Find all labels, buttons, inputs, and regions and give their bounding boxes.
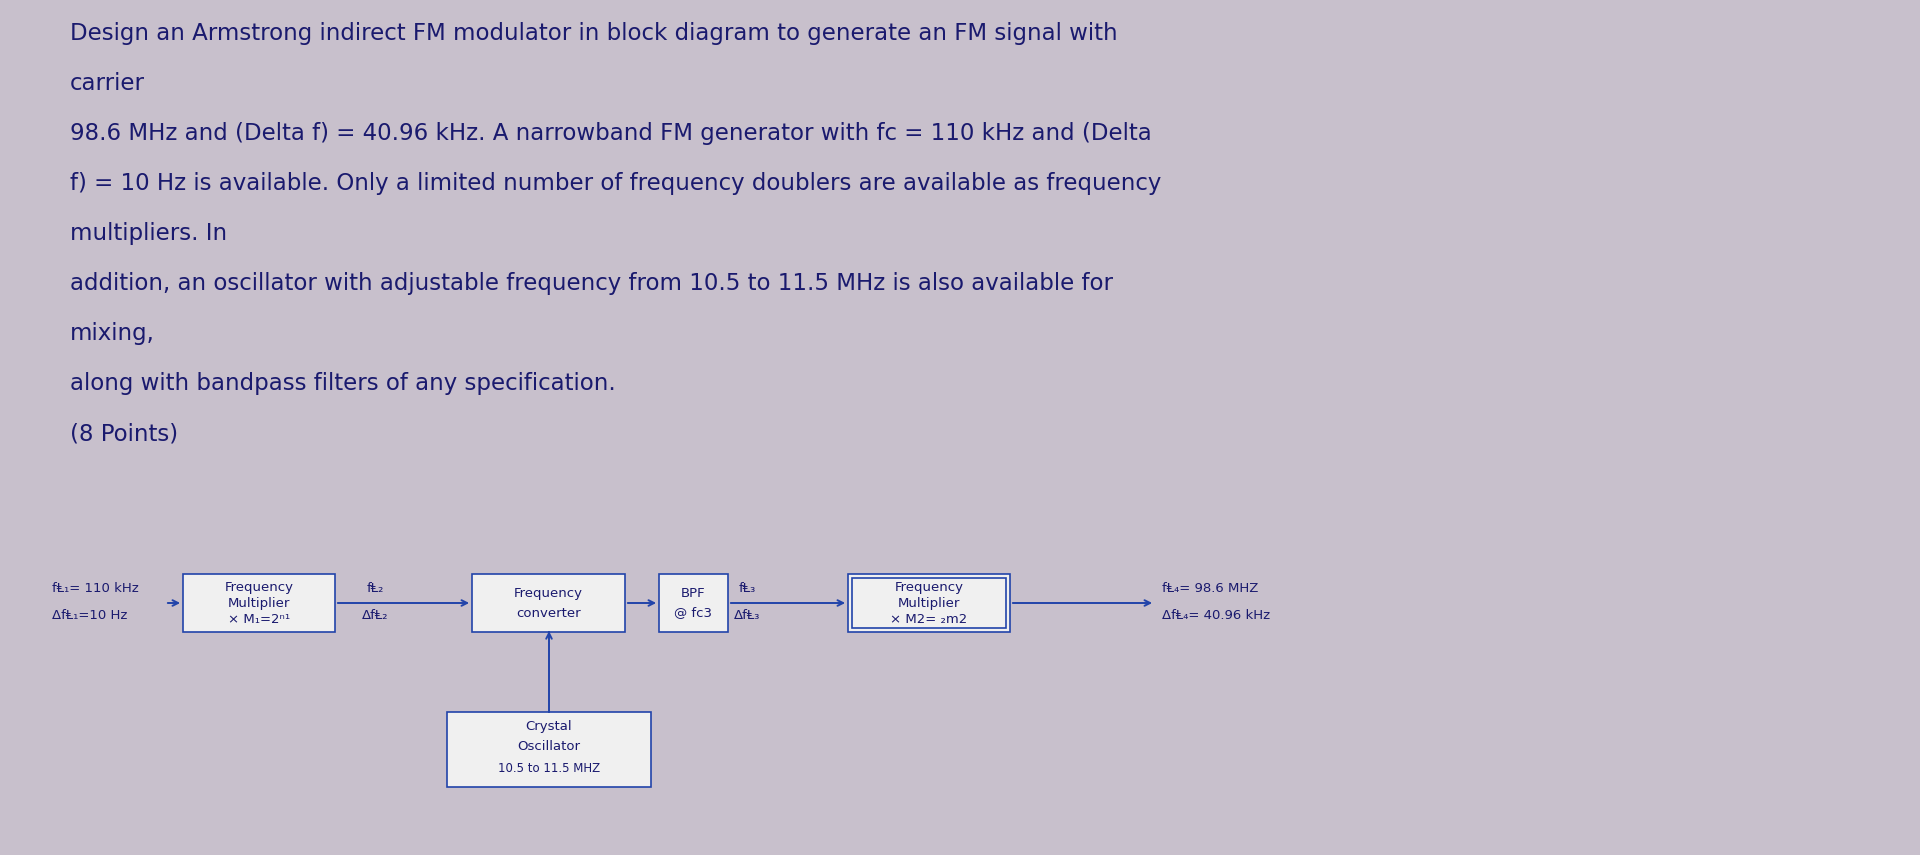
Text: fⱠ₄= 98.6 MHZ: fⱠ₄= 98.6 MHZ xyxy=(1162,581,1258,594)
Text: ΔfⱠ₄= 40.96 kHz: ΔfⱠ₄= 40.96 kHz xyxy=(1162,609,1271,622)
Text: BPF: BPF xyxy=(682,587,707,599)
Text: @ fc3: @ fc3 xyxy=(674,606,712,620)
Text: × M₁=2ⁿ¹: × M₁=2ⁿ¹ xyxy=(228,612,290,626)
Text: Crystal: Crystal xyxy=(526,720,572,733)
Text: ΔfⱠ₁=10 Hz: ΔfⱠ₁=10 Hz xyxy=(52,609,127,622)
Text: Design an Armstrong indirect FM modulator in block diagram to generate an FM sig: Design an Armstrong indirect FM modulato… xyxy=(69,22,1117,45)
Bar xyxy=(659,574,728,632)
Text: Frequency: Frequency xyxy=(515,587,584,599)
Text: along with bandpass filters of any specification.: along with bandpass filters of any speci… xyxy=(69,372,616,395)
Text: addition, an oscillator with adjustable frequency from 10.5 to 11.5 MHz is also : addition, an oscillator with adjustable … xyxy=(69,272,1114,295)
Text: 10.5 to 11.5 MHZ: 10.5 to 11.5 MHZ xyxy=(497,762,601,775)
Bar xyxy=(447,712,651,787)
Text: Oscillator: Oscillator xyxy=(518,740,580,752)
Text: Frequency: Frequency xyxy=(225,581,294,593)
Text: ΔfⱠ₂: ΔfⱠ₂ xyxy=(361,609,388,622)
Bar xyxy=(852,578,1006,628)
Text: fⱠ₃: fⱠ₃ xyxy=(739,581,756,594)
Text: Multiplier: Multiplier xyxy=(228,597,290,610)
Bar xyxy=(182,574,334,632)
Text: Frequency: Frequency xyxy=(895,581,964,593)
Text: converter: converter xyxy=(516,606,582,620)
Text: (8 Points): (8 Points) xyxy=(69,422,179,445)
Bar xyxy=(849,574,1010,632)
Text: fⱠ₁= 110 kHz: fⱠ₁= 110 kHz xyxy=(52,581,138,594)
Text: fⱠ₂: fⱠ₂ xyxy=(367,581,384,594)
Text: ΔfⱠ₃: ΔfⱠ₃ xyxy=(733,609,760,622)
Text: 98.6 MHz and (Delta f) = 40.96 kHz. A narrowband FM generator with fc = 110 kHz : 98.6 MHz and (Delta f) = 40.96 kHz. A na… xyxy=(69,122,1152,145)
Text: f) = 10 Hz is available. Only a limited number of frequency doublers are availab: f) = 10 Hz is available. Only a limited … xyxy=(69,172,1162,195)
Bar xyxy=(472,574,626,632)
Text: multipliers. In: multipliers. In xyxy=(69,222,227,245)
Text: × M2= ₂m2: × M2= ₂m2 xyxy=(891,612,968,626)
Text: carrier: carrier xyxy=(69,72,146,95)
Text: Multiplier: Multiplier xyxy=(899,597,960,610)
Text: mixing,: mixing, xyxy=(69,322,156,345)
